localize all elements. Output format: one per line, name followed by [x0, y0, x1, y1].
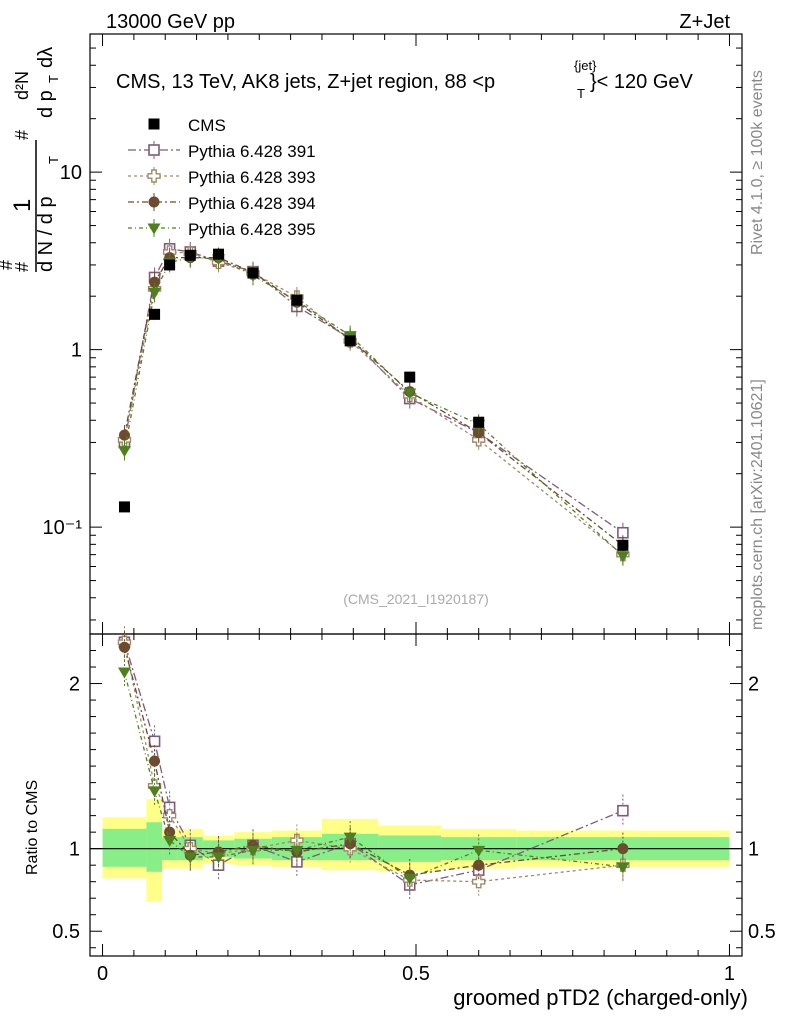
ratio-point [164, 826, 176, 838]
data-point [403, 388, 417, 400]
mcplots-label: mcplots.cern.ch [arXiv:2401.10621] [749, 379, 766, 630]
ylabel-part-2: d N / d p [35, 196, 57, 272]
data-point [473, 416, 485, 428]
ratio-y-axis-label: Ratio to CMS [24, 780, 41, 875]
ratio-point [212, 852, 226, 864]
x-tick-label: 1 [724, 963, 735, 985]
x-tick-label: 0 [97, 963, 108, 985]
legend-marker [147, 223, 161, 235]
legend-marker [148, 144, 160, 156]
ratio-point [117, 667, 131, 679]
legend: CMS Pythia 6.428 391 Pythia 6.428 393 Pythi… [128, 116, 316, 239]
data-point [148, 287, 162, 299]
ratio-y-tick-label: 0.5 [52, 921, 80, 943]
rivet-version-label: Rivet 4.1.0, ≥ 100k events [749, 70, 766, 255]
data-point [616, 551, 630, 563]
y-tick-label: 10⁻¹ [43, 517, 83, 539]
ratio-point [343, 832, 357, 844]
data-point [118, 429, 130, 441]
ratio-plot-panel: 0 0.5 1 0.5 0.5 1 1 2 2 [52, 626, 776, 985]
legend-label: Pythia 6.428 395 [188, 220, 316, 239]
data-point [213, 248, 225, 260]
ratio-y-tick-label-right: 1 [748, 839, 759, 861]
data-point [184, 249, 196, 261]
ratio-point [149, 755, 161, 767]
ratio-y-tick-label-right: 0.5 [748, 921, 776, 943]
ylabel-part-5: # [12, 130, 32, 140]
ratio-point [148, 786, 162, 798]
ratio-point [617, 804, 629, 817]
series-line [123, 248, 624, 534]
data-point [291, 294, 303, 306]
ylabel-part-1: 1 [9, 199, 36, 212]
analysis-watermark: (CMS_2021_I1920187) [343, 591, 489, 607]
series-line [123, 251, 624, 556]
legend-label: Pythia 6.428 391 [188, 142, 316, 161]
ylabel-part-4: # [12, 262, 32, 272]
data-point [164, 259, 176, 271]
ylabel-part-7: T [46, 75, 61, 83]
legend-label: CMS [188, 116, 226, 135]
header-energy-label: 13000 GeV pp [106, 11, 235, 33]
main-y-axis-label: 1 d N / d p T # # d p T dλ d²N # [0, 47, 61, 272]
ratio-point [246, 845, 260, 857]
ratio-point [118, 641, 130, 653]
ratio-point [617, 843, 629, 855]
ratio-point [403, 873, 417, 885]
x-axis-label: groomed pTD2 (charged-only) [453, 985, 748, 1010]
series-line [123, 256, 624, 546]
legend-marker [148, 118, 160, 130]
header-process-label: Z+Jet [679, 11, 730, 33]
ratio-point [471, 874, 486, 889]
data-point [149, 308, 161, 320]
ratio-point [162, 808, 177, 823]
data-point [117, 446, 131, 458]
ratio-y-tick-label-right: 2 [748, 674, 759, 696]
ratio-point [148, 735, 161, 748]
y-tick-label: 1 [71, 340, 82, 362]
data-point [149, 276, 161, 288]
data-point [617, 539, 629, 551]
x-tick-label: 0.5 [402, 963, 430, 985]
y-tick-label: 10 [60, 162, 82, 184]
ylabel-part-8: dλ [35, 47, 57, 68]
data-point [344, 335, 356, 347]
ylabel-part-10: # [0, 260, 16, 270]
ratio-point [290, 845, 304, 857]
ratio-point [163, 835, 177, 847]
data-point [118, 501, 130, 513]
ratio-y-tick-label: 1 [69, 839, 80, 861]
legend-marker [148, 196, 160, 208]
legend-label: Pythia 6.428 393 [188, 168, 316, 187]
plot-title-main: CMS, 13 TeV, AK8 jets, Z+jet region, 88 … [116, 71, 495, 93]
ratio-point [616, 862, 630, 874]
ylabel-part-9: d²N [12, 71, 32, 100]
plot-title-sup: {jet} [574, 58, 597, 73]
ratio-band-inner [102, 828, 147, 867]
plot-title-tail: }< 120 GeV [590, 71, 694, 93]
legend-marker [147, 169, 161, 183]
legend-label: Pythia 6.428 394 [188, 194, 316, 213]
main-plot-panel: 10⁻¹ 1 10 CMS Pythia 6.428 391 Pythia 6.428 3… [43, 33, 743, 635]
ratio-band-inner [146, 822, 163, 872]
ratio-point [473, 859, 485, 871]
data-point [404, 371, 416, 383]
plot-title: CMS, 13 TeV, AK8 jets, Z+jet region, 88 … [116, 71, 495, 93]
ratio-plot-frame [89, 633, 743, 957]
series-line [123, 256, 624, 557]
ratio-y-tick-label: 2 [69, 674, 80, 696]
ylabel-part-3: T [46, 156, 61, 164]
ratio-point [344, 838, 356, 850]
data-point [247, 267, 259, 279]
ratio-point [472, 845, 486, 857]
ylabel-part-6: d p [35, 90, 57, 118]
ratio-point [183, 852, 197, 864]
plot-title-sub: T [577, 86, 585, 101]
